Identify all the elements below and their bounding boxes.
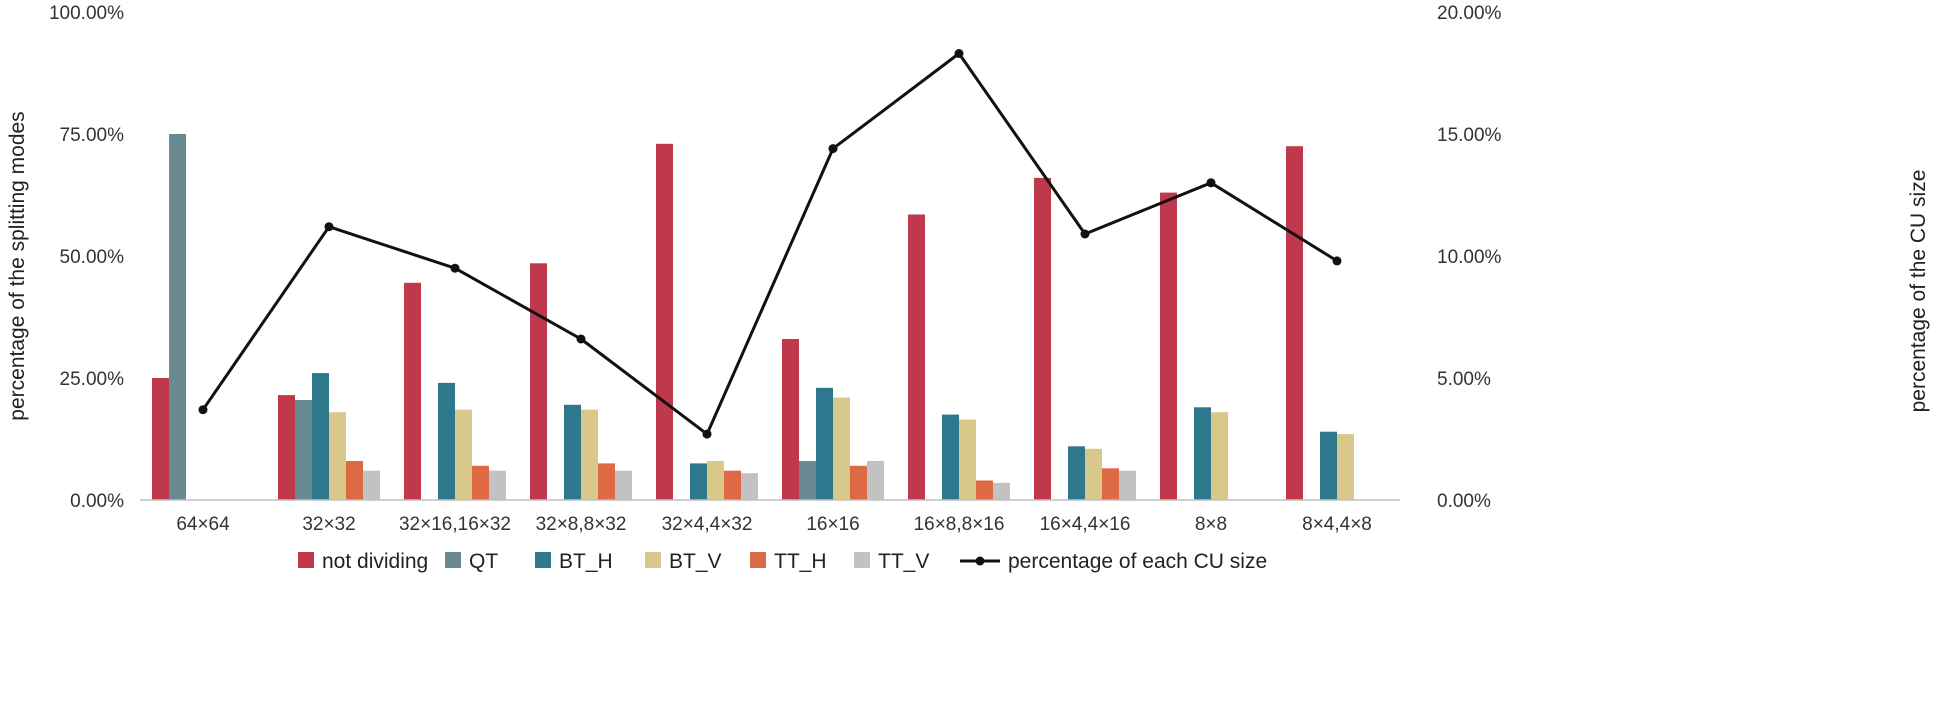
y2-tick-label: 20.00% bbox=[1437, 3, 1502, 24]
cu-size-point bbox=[1206, 178, 1216, 188]
bar-bt_v bbox=[833, 397, 850, 500]
bar-bt_h bbox=[816, 387, 833, 500]
legend-label: QT bbox=[469, 550, 498, 573]
bar-tt_h bbox=[1102, 468, 1119, 500]
bar-tt_v bbox=[867, 461, 884, 500]
bar-bt_v bbox=[1211, 412, 1228, 500]
bar-bt_v bbox=[581, 409, 598, 500]
legend-swatch bbox=[298, 552, 314, 568]
x-axis-ticks: 64×64 32×32 32×16,16×32 32×8,8×32 32×4,4×32 1… bbox=[176, 514, 1372, 535]
cu-size-point bbox=[450, 263, 460, 273]
x-tick-label: 32×4,4×32 bbox=[662, 514, 753, 535]
cu-size-line-group bbox=[198, 49, 1342, 439]
y-tick-label: 50.00% bbox=[60, 247, 125, 268]
x-tick-label: 8×4,4×8 bbox=[1302, 514, 1372, 535]
cu-size-point bbox=[1080, 229, 1090, 239]
bar-not-dividing bbox=[1034, 177, 1051, 500]
bar-tt_h bbox=[346, 461, 363, 500]
bar-bt_h bbox=[564, 404, 581, 500]
cu-size-point bbox=[1332, 256, 1342, 266]
y-tick-label: 0.00% bbox=[70, 491, 124, 512]
bar-bt_h bbox=[690, 463, 707, 500]
bar-bt_v bbox=[1337, 434, 1354, 500]
bar-bt_v bbox=[959, 419, 976, 500]
x-tick-label: 16×8,8×16 bbox=[914, 514, 1005, 535]
legend-swatch bbox=[535, 552, 551, 568]
cu-size-point bbox=[198, 405, 208, 415]
bar-qt bbox=[169, 134, 186, 500]
legend-label: BT_V bbox=[669, 550, 722, 573]
y-axis-title: percentage of the splitting modes bbox=[6, 111, 29, 420]
bar-qt bbox=[295, 400, 312, 500]
bar-qt bbox=[799, 461, 816, 500]
cu-size-point bbox=[828, 144, 838, 154]
bar-not-dividing bbox=[278, 395, 295, 500]
bar-tt_v bbox=[741, 473, 758, 500]
legend-label: BT_H bbox=[559, 550, 613, 573]
bar-tt_v bbox=[615, 470, 632, 500]
x-tick-label: 16×4,4×16 bbox=[1040, 514, 1131, 535]
x-tick-label: 16×16 bbox=[806, 514, 859, 535]
x-tick-label: 64×64 bbox=[176, 514, 230, 535]
cu-size-point bbox=[324, 222, 334, 232]
x-tick-label: 8×8 bbox=[1195, 514, 1227, 535]
bar-tt_h bbox=[976, 480, 993, 500]
bar-tt_v bbox=[363, 470, 380, 500]
legend-swatch bbox=[750, 552, 766, 568]
right-axis-ticks: 0.00% 5.00% 10.00% 15.00% 20.00% bbox=[1437, 3, 1502, 512]
bar-bt_h bbox=[1320, 431, 1337, 500]
x-tick-label: 32×8,8×32 bbox=[536, 514, 627, 535]
bar-tt_v bbox=[1119, 470, 1136, 500]
y-tick-label: 25.00% bbox=[60, 369, 125, 390]
left-axis-ticks: 0.00% 25.00% 50.00% 75.00% 100.00% bbox=[49, 3, 124, 512]
legend: not dividing QT BT_H BT_V TT_H TT_V percentage… bbox=[298, 550, 1267, 573]
legend-swatch bbox=[645, 552, 661, 568]
bar-bt_h bbox=[1068, 446, 1085, 500]
bar-bt_h bbox=[942, 414, 959, 500]
x-tick-label: 32×32 bbox=[302, 514, 355, 535]
bar-bt_h bbox=[312, 373, 329, 500]
bar-bt_h bbox=[1194, 407, 1211, 500]
bar-bt_v bbox=[455, 409, 472, 500]
y2-tick-label: 10.00% bbox=[1437, 247, 1502, 268]
y2-tick-label: 15.00% bbox=[1437, 125, 1502, 146]
bar-not-dividing bbox=[530, 263, 547, 500]
bar-tt_h bbox=[598, 463, 615, 500]
y-tick-label: 75.00% bbox=[60, 125, 125, 146]
x-tick-label: 32×16,16×32 bbox=[399, 514, 511, 535]
legend-label: TT_V bbox=[878, 550, 929, 573]
y2-axis-title: percentage of the CU size bbox=[1907, 170, 1930, 413]
bar-not-dividing bbox=[782, 339, 799, 500]
bar-tt_h bbox=[472, 465, 489, 500]
legend-line-marker bbox=[975, 556, 985, 566]
legend-label: not dividing bbox=[322, 550, 428, 573]
bar-not-dividing bbox=[404, 282, 421, 500]
legend-label: percentage of each CU size bbox=[1008, 550, 1267, 573]
bar-bt_v bbox=[329, 412, 346, 500]
bar-not-dividing bbox=[152, 378, 169, 500]
bar-bt_h bbox=[438, 382, 455, 500]
bar-not-dividing bbox=[908, 214, 925, 500]
bar-tt_h bbox=[850, 465, 867, 500]
cu-size-point bbox=[702, 429, 712, 439]
bar-not-dividing bbox=[656, 143, 673, 501]
bar-tt_h bbox=[724, 470, 741, 500]
cu-size-line bbox=[201, 52, 1338, 436]
bar-bt_v bbox=[707, 461, 724, 500]
legend-swatch bbox=[854, 552, 870, 568]
legend-swatch bbox=[445, 552, 461, 568]
bar-tt_v bbox=[993, 482, 1010, 500]
y-tick-label: 100.00% bbox=[49, 3, 124, 24]
y2-tick-label: 5.00% bbox=[1437, 369, 1491, 390]
bar-not-dividing bbox=[1286, 146, 1303, 500]
bar-not-dividing bbox=[1160, 192, 1177, 500]
y2-tick-label: 0.00% bbox=[1437, 491, 1491, 512]
legend-label: TT_H bbox=[774, 550, 827, 573]
cu-size-point bbox=[576, 334, 586, 344]
cu-size-point bbox=[954, 49, 964, 58]
bar-bt_v bbox=[1085, 448, 1102, 500]
bars-group bbox=[152, 134, 1354, 501]
bar-tt_v bbox=[489, 470, 506, 500]
